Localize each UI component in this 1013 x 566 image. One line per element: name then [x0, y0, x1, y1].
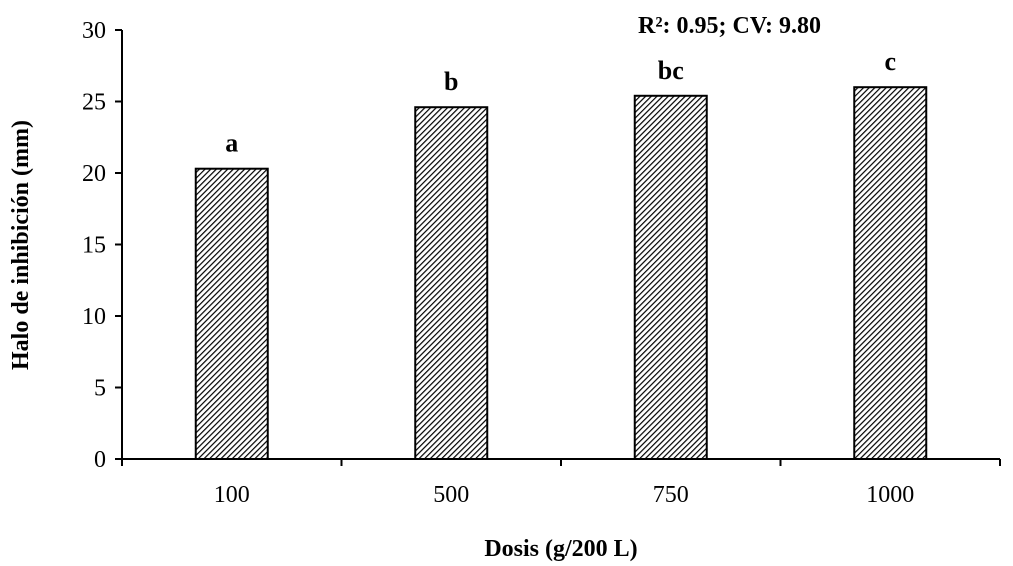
y-axis: 0 5 10 15 20 25 30 [82, 18, 123, 473]
significance-labels-group: a b bc c [225, 47, 896, 158]
y-tick-label: 0 [94, 447, 106, 473]
y-tick-label: 30 [82, 18, 106, 44]
significance-label: c [884, 47, 896, 76]
stats-annotation: R²: 0.95; CV: 9.80 [638, 13, 821, 39]
bars-group [194, 86, 928, 461]
significance-label: bc [658, 56, 684, 85]
x-tick-label: 1000 [866, 482, 914, 508]
bar-1000 [853, 86, 928, 460]
x-tick-label: 500 [433, 482, 469, 508]
y-tick-label: 20 [82, 161, 106, 187]
y-tick-label: 15 [82, 233, 106, 259]
y-tick-label: 25 [82, 90, 106, 116]
y-tick-label: 10 [82, 304, 106, 330]
x-axis-title: Dosis (g/200 L) [484, 536, 637, 562]
y-tick-label: 5 [94, 376, 106, 402]
x-axis: 100 500 750 1000 [121, 458, 1001, 508]
significance-label: b [444, 67, 458, 96]
x-tick-label: 750 [653, 482, 689, 508]
y-axis-title: Halo de inhibición (mm) [8, 120, 34, 370]
bar-750 [633, 94, 708, 460]
bar-500 [414, 106, 489, 460]
bar-100 [194, 167, 269, 461]
significance-label: a [225, 129, 238, 158]
x-tick-label: 100 [214, 482, 250, 508]
